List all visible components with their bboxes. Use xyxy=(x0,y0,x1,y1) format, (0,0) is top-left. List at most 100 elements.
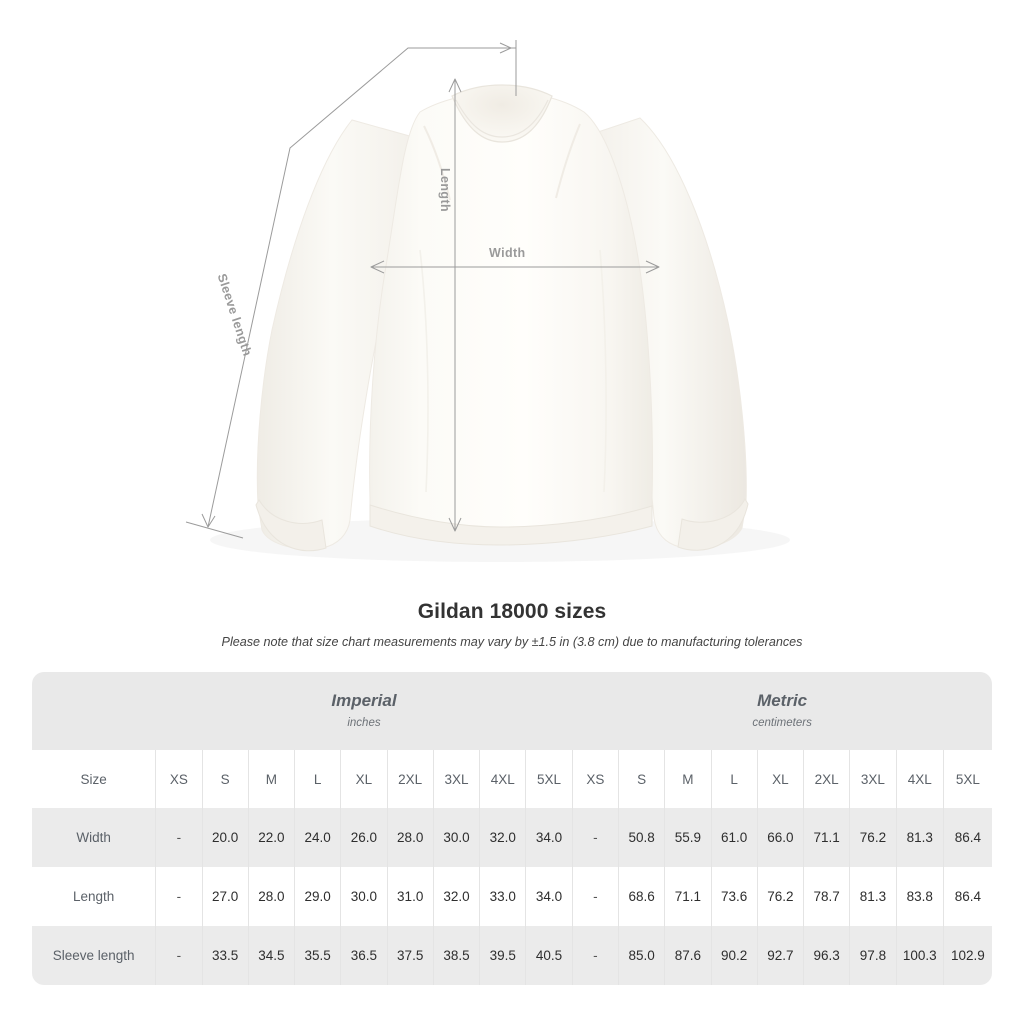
unit-sub-metric: centimeters xyxy=(752,717,812,730)
cell-width-imperial-xs: - xyxy=(155,808,202,867)
cell-sleeve-metric-2xl: 96.3 xyxy=(803,926,850,985)
size-col-metric-5xl: 5XL xyxy=(942,750,992,808)
size-col-metric-2xl: 2XL xyxy=(803,750,850,808)
fabric-fold-right xyxy=(599,249,607,493)
cell-length-imperial-5xl: 34.0 xyxy=(525,867,573,926)
fabric-fold-left xyxy=(419,249,429,493)
size-col-imperial-4xl: 4XL xyxy=(479,750,526,808)
cell-width-metric-m: 55.9 xyxy=(664,808,712,867)
size-label-cell: Size xyxy=(32,750,156,808)
length-measure-label: Length xyxy=(438,168,452,213)
cell-sleeve-imperial-l: 35.5 xyxy=(294,926,341,985)
unit-name-imperial: Imperial xyxy=(331,691,397,711)
table-row: Width - 20.0 22.0 24.0 26.0 28.0 30.0 32… xyxy=(32,808,992,867)
table-row: Length - 27.0 28.0 29.0 30.0 31.0 32.0 3… xyxy=(32,867,992,926)
size-col-imperial-xl: XL xyxy=(340,750,388,808)
cell-sleeve-metric-xs: - xyxy=(571,926,619,985)
unit-header-metric: Metric centimeters xyxy=(572,672,992,750)
unit-sub-imperial: inches xyxy=(347,717,381,730)
cell-sleeve-metric-3xl: 97.8 xyxy=(849,926,897,985)
size-header-row: Size XS S M L XL 2XL 3XL 4XL 5XL XS S M … xyxy=(32,750,992,808)
row-label-length: Length xyxy=(32,867,156,926)
bottom-hem xyxy=(369,504,653,546)
row-label-sleeve-length: Sleeve length xyxy=(32,926,156,985)
cell-sleeve-imperial-5xl: 40.5 xyxy=(525,926,573,985)
size-col-metric-m: M xyxy=(664,750,712,808)
cell-length-metric-3xl: 81.3 xyxy=(849,867,897,926)
cell-width-imperial-l: 24.0 xyxy=(294,808,341,867)
left-shoulder-seam xyxy=(423,125,451,201)
size-col-imperial-5xl: 5XL xyxy=(525,750,573,808)
size-col-imperial-3xl: 3XL xyxy=(432,750,480,808)
row-label-width: Width xyxy=(32,808,156,867)
size-col-imperial-2xl: 2XL xyxy=(386,750,434,808)
width-arrow-right xyxy=(645,260,660,274)
cell-width-imperial-2xl: 28.0 xyxy=(386,808,434,867)
sleeve-arrow-top xyxy=(499,42,512,54)
size-col-metric-s: S xyxy=(617,750,665,808)
cell-length-metric-m: 71.1 xyxy=(664,867,712,926)
size-col-imperial-xs: XS xyxy=(155,750,202,808)
sweatshirt-body xyxy=(369,91,653,543)
table-row: Sleeve length - 33.5 34.5 35.5 36.5 37.5… xyxy=(32,926,992,985)
cell-width-metric-xs: - xyxy=(571,808,619,867)
cell-length-imperial-4xl: 33.0 xyxy=(479,867,526,926)
measurement-lines xyxy=(185,40,660,539)
cell-width-imperial-s: 20.0 xyxy=(201,808,249,867)
unit-name-metric: Metric xyxy=(757,691,808,711)
cell-length-metric-5xl: 86.4 xyxy=(942,867,992,926)
collar-inner-edge xyxy=(455,99,549,138)
size-col-imperial-l: L xyxy=(294,750,341,808)
size-col-imperial-s: S xyxy=(201,750,249,808)
title-block: Gildan 18000 sizes Please note that size… xyxy=(0,600,1024,649)
cell-width-metric-5xl: 86.4 xyxy=(942,808,992,867)
size-col-metric-4xl: 4XL xyxy=(895,750,944,808)
cell-width-imperial-m: 22.0 xyxy=(247,808,295,867)
cell-sleeve-metric-s: 85.0 xyxy=(617,926,665,985)
cell-length-imperial-xl: 30.0 xyxy=(340,867,388,926)
size-col-metric-l: L xyxy=(710,750,758,808)
cell-sleeve-metric-xl: 92.7 xyxy=(756,926,804,985)
sleeve-baseline-tick xyxy=(185,521,244,539)
cell-sleeve-metric-l: 90.2 xyxy=(710,926,758,985)
size-table-container: Imperial inches Metric centimeters Size … xyxy=(32,672,992,985)
size-chart-table: Imperial inches Metric centimeters Size … xyxy=(32,672,992,985)
cell-sleeve-metric-5xl: 102.9 xyxy=(942,926,992,985)
cell-sleeve-imperial-2xl: 37.5 xyxy=(386,926,434,985)
sweatshirt-diagram xyxy=(185,40,749,552)
cell-length-metric-s: 68.6 xyxy=(617,867,665,926)
cell-width-imperial-xl: 26.0 xyxy=(340,808,388,867)
cell-length-imperial-s: 27.0 xyxy=(201,867,249,926)
cell-length-imperial-2xl: 31.0 xyxy=(386,867,434,926)
cell-length-metric-2xl: 78.7 xyxy=(803,867,850,926)
cell-sleeve-imperial-xs: - xyxy=(155,926,202,985)
sleeve-arrow-bottom xyxy=(201,513,216,528)
unit-header-imperial: Imperial inches xyxy=(155,672,573,750)
cell-width-imperial-4xl: 32.0 xyxy=(479,808,526,867)
size-col-imperial-m: M xyxy=(247,750,295,808)
cell-length-imperial-xs: - xyxy=(155,867,202,926)
cell-sleeve-imperial-m: 34.5 xyxy=(247,926,295,985)
size-col-metric-3xl: 3XL xyxy=(849,750,897,808)
cell-sleeve-imperial-xl: 36.5 xyxy=(340,926,388,985)
cell-width-imperial-3xl: 30.0 xyxy=(432,808,480,867)
width-measure-label: Width xyxy=(489,246,526,260)
tolerance-note: Please note that size chart measurements… xyxy=(221,635,803,649)
unit-band-row: Imperial inches Metric centimeters xyxy=(32,672,992,750)
cell-width-metric-xl: 66.0 xyxy=(756,808,804,867)
cell-sleeve-metric-m: 87.6 xyxy=(664,926,712,985)
garment-illustration: Length Width Sleeve length xyxy=(185,40,749,552)
size-col-metric-xl: XL xyxy=(756,750,804,808)
cell-width-metric-2xl: 71.1 xyxy=(803,808,850,867)
cell-sleeve-metric-4xl: 100.3 xyxy=(895,926,944,985)
cell-length-imperial-3xl: 32.0 xyxy=(432,867,480,926)
cell-width-metric-s: 50.8 xyxy=(617,808,665,867)
size-col-metric-xs: XS xyxy=(571,750,619,808)
cell-width-metric-l: 61.0 xyxy=(710,808,758,867)
cell-width-imperial-5xl: 34.0 xyxy=(525,808,573,867)
cell-length-metric-xl: 76.2 xyxy=(756,867,804,926)
unit-band-spacer xyxy=(32,672,156,750)
right-cuff xyxy=(677,497,749,551)
cell-width-metric-3xl: 76.2 xyxy=(849,808,897,867)
